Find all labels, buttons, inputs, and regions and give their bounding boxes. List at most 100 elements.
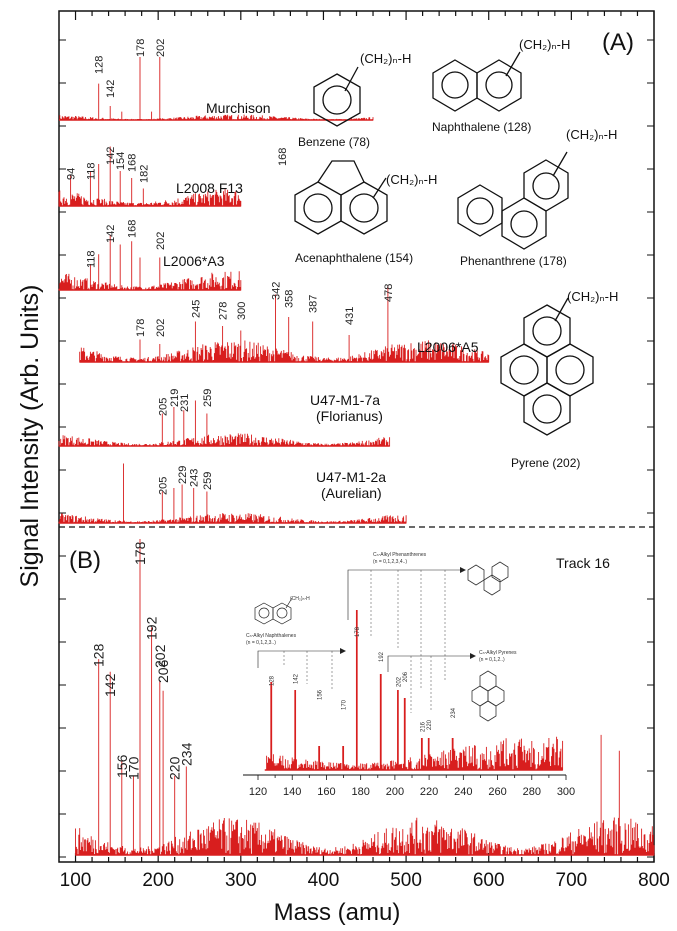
inset-x-tick-label: 200: [386, 786, 404, 798]
inset-peak-label: 156: [318, 689, 324, 700]
sample-label-murchison: Murchison: [206, 100, 271, 116]
inset-x-ticks: 120 140 160 180 200 220 240 260 280 300: [249, 775, 575, 798]
inset-x-tick-label: 120: [249, 786, 267, 798]
benzene-name: Benzene (78): [298, 135, 370, 149]
peak-label-track16: 170: [125, 756, 141, 780]
inset-peak-label: 202: [396, 676, 402, 687]
peak-label-track16: 220: [167, 756, 183, 780]
peak-label-l2006a5: 202: [155, 319, 167, 337]
x-tick-label: 800: [638, 870, 670, 891]
inset-x-tick-label: 260: [488, 786, 506, 798]
peak-label-l2006a5: 478: [383, 284, 395, 302]
peak-label-track16: 156: [114, 754, 130, 778]
inset-guides: [283, 570, 446, 713]
inset-peak-label: 216: [420, 721, 426, 732]
peak-label-l2008: 154: [115, 152, 127, 170]
acenaphthalene-structure: [294, 160, 388, 235]
peak-label-track16: 202: [152, 644, 168, 668]
acenaphthalene-name: Acenaphthalene (154): [295, 251, 413, 265]
x-axis-label: Mass (amu): [274, 899, 401, 926]
inset-naph-sub: (n = 0,1,2,3..): [246, 640, 276, 646]
x-tick-label: 600: [473, 870, 505, 891]
peak-label-track16: 178: [132, 541, 148, 565]
panel-a-label: (A): [602, 29, 634, 56]
inset-chart: 120 140 160 180 200 220 240 260 280 300 128 142 156…: [243, 552, 575, 798]
inset-phen-sub: (n = 0,1,2,3,4..): [373, 559, 407, 565]
x-tick-label: 300: [225, 870, 257, 891]
phenanthrene-name: Phenanthrene (178): [460, 254, 567, 268]
peak-label-track16: 234: [178, 742, 194, 766]
x-tick-labels: 100 200 300 400 500 600 700 800: [60, 870, 670, 891]
peak-label-l2008: 94: [66, 168, 78, 180]
x-tick-label: 100: [60, 870, 92, 891]
inset-pyr-sub: (n = 0,1,2..): [479, 657, 505, 663]
pyrene-structure: [500, 297, 594, 436]
peak-label-murchison: 128: [94, 56, 106, 74]
x-tick-label: 700: [556, 870, 588, 891]
peak-label-l2006a5: 387: [308, 295, 320, 313]
peak-label-l2006a5: 178: [135, 319, 147, 337]
inset-phen-title: Cₙ-Alkyl Phenanthrenes: [373, 552, 427, 558]
inset-peak-label: 178: [355, 626, 361, 637]
peak-label-l2006a5: 358: [284, 290, 296, 308]
peak-label-l2006a5: 431: [344, 307, 356, 325]
peak-label-u47-2a: 205: [157, 477, 169, 495]
inset-peak-label: 192: [379, 651, 385, 662]
pyrene-name: Pyrene (202): [511, 456, 580, 470]
peak-label-l2006a5: 278: [218, 302, 230, 320]
naphthalene-substituent: (CH₂)ₙ-H: [519, 37, 570, 52]
inset-x-tick-label: 180: [351, 786, 369, 798]
peak-label-l2006a5: 342: [271, 282, 283, 300]
inset-series-arrows: [257, 569, 470, 672]
peak-label-l2008: 142: [105, 147, 117, 165]
inset-x-tick-label: 280: [523, 786, 541, 798]
inset-arrowheads: [340, 567, 476, 659]
sample-label-aurelian: (Aurelian): [321, 485, 382, 501]
peak-label-l2008: 168: [127, 154, 139, 172]
sample-label-u47-7a: U47-M1-7a: [310, 392, 380, 408]
sample-label-u47-2a: U47-M1-2a: [316, 469, 386, 485]
inset-peak-label: 142: [294, 673, 300, 684]
x-tick-label: 200: [142, 870, 174, 891]
benzene-structure: [313, 66, 361, 127]
inset-peak-label: 128: [270, 675, 276, 686]
inset-peak-labels: 128 142 156 170 178 192 202 206 216 220 234: [270, 626, 457, 732]
benzene-substituent: (CH₂)ₙ-H: [360, 51, 411, 66]
inset-pyrene-icon: [471, 670, 505, 722]
inset-x-tick-label: 300: [557, 786, 575, 798]
peak-label-u47-7a: 219: [169, 389, 181, 407]
x-tick-label: 500: [390, 870, 422, 891]
acenaphthalene-substituent: (CH₂)ₙ-H: [386, 172, 437, 187]
peak-label-l2008: 182: [138, 165, 150, 183]
inset-x-tick-label: 220: [420, 786, 438, 798]
sample-label-l2006a5: L2006*A5: [417, 339, 479, 355]
peak-label-murchison: 178: [135, 39, 147, 57]
inset-naph-substituent: (CH₂)ₙ-H: [290, 596, 310, 602]
sample-label-l2008: L2008 F13: [176, 180, 243, 196]
phenanthrene-substituent: (CH₂)ₙ-H: [566, 127, 617, 142]
peak-label-l2006a3: 168: [127, 220, 139, 238]
peak-label-u47-2a: 229: [177, 466, 189, 484]
phenanthrene-structure: [457, 151, 569, 250]
inset-peak-label: 234: [451, 707, 457, 718]
inset-peak-label: 206: [403, 671, 409, 682]
peak-label-l2006a3: 118: [85, 250, 97, 268]
peak-label-u47-7a: 231: [179, 394, 191, 412]
inset-spectrum: [264, 610, 564, 771]
naphthalene-name: Naphthalene (128): [432, 120, 531, 134]
peak-label-murchison: 142: [105, 80, 117, 98]
naphthalene-structure: [432, 51, 522, 112]
peak-label-u47-7a: 205: [157, 398, 169, 416]
peak-label-track16: 142: [102, 673, 118, 697]
inset-peak-label: 220: [427, 719, 433, 730]
inset-spectrum-trace: [264, 610, 564, 771]
peak-label-track16: 192: [144, 616, 160, 640]
peak-label-l2006a5: 300: [236, 302, 248, 320]
peak-label-track16: 128: [91, 643, 107, 667]
peak-label-l2008: 118: [85, 162, 97, 180]
peak-label-u47-2a: 259: [202, 472, 214, 490]
peak-label-l2006a3: 142: [105, 225, 117, 243]
sample-label-florianus: (Florianus): [316, 408, 383, 424]
sample-label-l2006a3: L2006*A3: [163, 253, 225, 269]
inset-naphthalene-icon: [254, 597, 293, 625]
